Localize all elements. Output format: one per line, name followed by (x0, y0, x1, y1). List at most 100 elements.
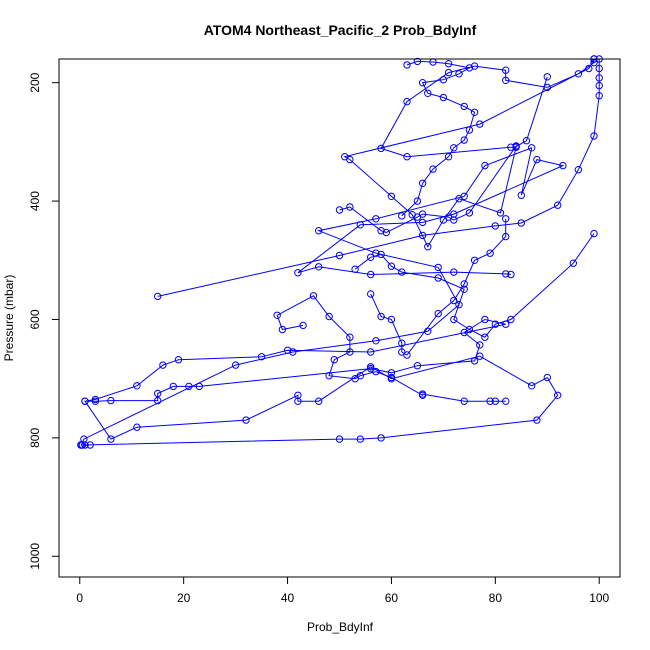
y-tick-label: 1000 (28, 543, 42, 570)
data-point (273, 311, 281, 319)
data-point (86, 441, 94, 449)
data-point (367, 270, 375, 279)
data-point (377, 312, 385, 321)
data-point (413, 362, 422, 370)
data-point (330, 356, 338, 364)
data-point (528, 144, 536, 152)
data-point (257, 353, 266, 361)
series-line-5 (339, 76, 548, 234)
data-point (398, 339, 406, 347)
data-point (387, 373, 396, 382)
data-point (231, 361, 240, 369)
data-point (512, 142, 520, 151)
data-point (444, 60, 453, 68)
data-point (574, 166, 583, 174)
data-point (154, 396, 162, 405)
data-point (470, 256, 479, 264)
data-point (154, 292, 162, 301)
data-point (372, 215, 380, 223)
data-point (372, 249, 380, 257)
data-point (325, 372, 333, 380)
data-point (80, 435, 88, 443)
data-point (242, 416, 250, 424)
data-point (315, 227, 323, 235)
data-point (470, 108, 479, 117)
y-axis-label: Pressure (mbar) (2, 275, 16, 362)
x-tick-label: 40 (281, 591, 295, 605)
data-point (169, 382, 178, 391)
data-point (481, 161, 489, 170)
series-line-6 (354, 233, 595, 338)
data-point (107, 396, 115, 405)
data-point (289, 348, 297, 356)
data-point (590, 229, 598, 238)
x-tick-label: 20 (177, 591, 191, 605)
data-point (107, 435, 115, 443)
data-point (595, 92, 603, 100)
data-point (387, 192, 396, 201)
data-point (403, 351, 411, 359)
data-point (491, 222, 499, 230)
data-point (278, 325, 287, 334)
data-point (455, 301, 463, 309)
data-point (382, 228, 390, 237)
data-point (133, 423, 141, 431)
data-point (585, 64, 593, 73)
data-point (81, 397, 89, 405)
data-point (465, 126, 474, 134)
data-point (335, 206, 344, 214)
data-point (356, 435, 364, 443)
data-point (595, 74, 603, 82)
data-point (486, 249, 494, 257)
data-point (413, 197, 422, 205)
data-point (470, 62, 479, 70)
data-point (455, 195, 463, 203)
data-point (77, 441, 86, 449)
data-point (377, 227, 385, 235)
data-point (444, 68, 453, 77)
data-point (450, 144, 458, 152)
data-point (325, 312, 333, 321)
data-point (502, 215, 510, 223)
data-point (367, 290, 375, 298)
data-point (460, 397, 468, 405)
x-axis-label: Prob_BdyInf (307, 620, 374, 634)
data-point (491, 397, 499, 405)
data-point (533, 155, 541, 164)
data-point (346, 203, 354, 211)
x-axis: 0 20 40 60 80 100 (76, 576, 610, 605)
data-point (367, 253, 375, 261)
data-point (543, 73, 551, 81)
data-point (522, 137, 531, 145)
data-point (335, 251, 344, 260)
data-point (418, 79, 427, 87)
data-point (507, 143, 515, 151)
data-point (429, 165, 437, 173)
data-point (476, 120, 484, 128)
data-point (351, 265, 359, 273)
data-point (377, 144, 385, 153)
data-point (502, 76, 510, 85)
x-tick-label: 80 (489, 591, 503, 605)
data-point (486, 397, 494, 405)
data-point (377, 434, 385, 442)
data-point (418, 231, 427, 240)
data-point (434, 274, 442, 282)
data-point (450, 296, 458, 305)
data-point (434, 309, 442, 318)
data-point (377, 250, 385, 259)
data-point (424, 243, 432, 251)
y-tick-label: 400 (28, 191, 42, 211)
data-point (476, 341, 484, 349)
data-point (554, 391, 562, 399)
data-point (465, 209, 474, 217)
data-point (481, 333, 489, 341)
data-point (367, 348, 375, 356)
data-point (315, 397, 323, 405)
data-point (470, 357, 479, 365)
data-point (502, 270, 510, 278)
data-point (507, 315, 515, 324)
data-point (559, 161, 567, 170)
x-tick-label: 60 (385, 591, 399, 605)
